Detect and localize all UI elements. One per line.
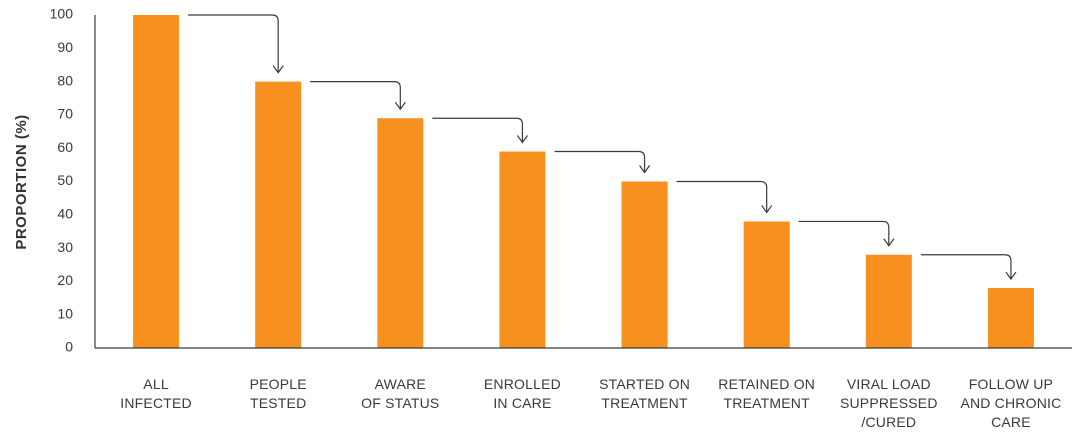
- y-tick-label: 10: [57, 305, 73, 321]
- x-category-label: RETAINED ON TREATMENT: [718, 376, 815, 411]
- bar: [133, 15, 180, 348]
- y-tick-label: 60: [57, 139, 73, 155]
- x-category-label: ENROLLED IN CARE: [484, 376, 561, 411]
- bar: [865, 254, 912, 348]
- bar: [743, 221, 790, 348]
- flow-arrowhead: [639, 165, 651, 174]
- flow-arrows: [188, 14, 1017, 281]
- flow-arrow: [310, 81, 401, 110]
- y-tick-labels: 0 10 20 30 40 50 60 70 80 90 100: [50, 6, 74, 355]
- y-tick-label: 80: [57, 72, 73, 88]
- flow-arrow: [432, 117, 524, 143]
- y-axis-label-group: PROPORTION (%): [13, 114, 30, 249]
- x-category-label: ALL INFECTED: [120, 376, 192, 411]
- flow-arrow: [920, 254, 1012, 280]
- flow-arrow: [798, 220, 890, 246]
- flow-arrowhead: [272, 65, 284, 74]
- y-tick-label: 90: [57, 39, 73, 55]
- y-tick-label: 100: [50, 6, 74, 22]
- flow-arrow: [188, 14, 279, 73]
- flow-arrowhead: [1005, 271, 1017, 281]
- y-tick-label: 0: [65, 339, 73, 355]
- bar: [621, 181, 668, 348]
- flow-arrowhead: [883, 238, 895, 247]
- y-tick-label: 50: [57, 172, 73, 188]
- flow-arrowhead: [394, 101, 406, 111]
- x-category-label: AWARE OF STATUS: [361, 376, 439, 411]
- x-category-label: FOLLOW UP AND CHRONIC CARE: [960, 376, 1061, 430]
- bar: [987, 288, 1034, 348]
- flow-arrowhead: [761, 205, 773, 214]
- y-tick-label: 20: [57, 272, 73, 288]
- x-category-label: VIRAL LOAD SUPPRESSED/CURED: [840, 376, 938, 430]
- bar: [377, 118, 424, 348]
- x-category-labels: ALL INFECTED PEOPLE TESTED AWARE OF STATUS ENR…: [120, 376, 1061, 430]
- bar: [499, 151, 546, 348]
- y-axis-label: PROPORTION (%): [13, 114, 30, 249]
- x-category-label: PEOPLE TESTED: [250, 376, 307, 411]
- x-category-label: STARTED ON TREATMENT: [599, 376, 690, 411]
- flow-arrow: [676, 180, 768, 213]
- flow-arrowhead: [516, 135, 528, 144]
- y-tick-label: 40: [57, 206, 73, 222]
- y-tick-label: 70: [57, 106, 73, 122]
- bar: [255, 81, 302, 348]
- bars: [133, 15, 1034, 348]
- y-tick-label: 30: [57, 239, 73, 255]
- flow-arrow: [554, 150, 646, 173]
